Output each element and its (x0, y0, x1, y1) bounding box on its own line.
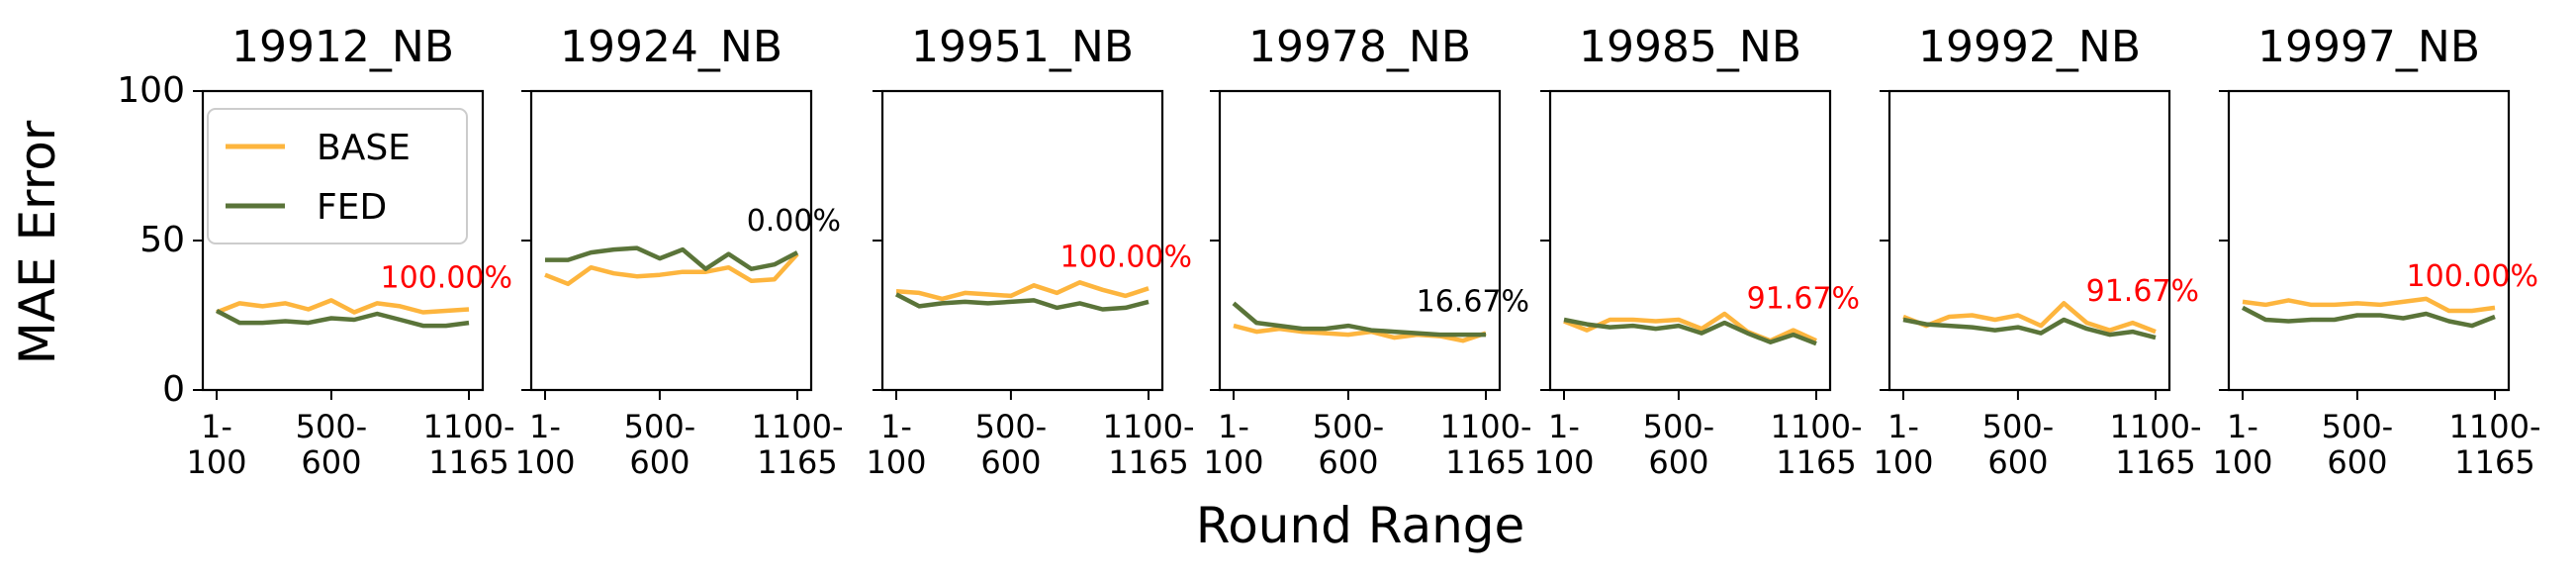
plot-frame (529, 89, 813, 392)
subplot-4: 19985_NB 1-100 500-600 1100-1165 91.67% (1533, 22, 1862, 481)
x-tick-label: 1-100 (514, 408, 575, 481)
series-line-base (216, 298, 470, 315)
x-axis-label: Round Range (1196, 497, 1525, 554)
subplot-title: 19985_NB (1579, 22, 1801, 72)
annotation-label: 91.67% (1747, 282, 1860, 317)
annotation-label: 0.00% (747, 204, 841, 239)
annotation-label: 91.67% (2086, 274, 2199, 309)
y-tick-label: 0 (162, 369, 185, 410)
series-line-fed (2241, 305, 2496, 329)
annotation-label: 16.67% (1417, 285, 1529, 320)
subplot-3: 19978_NB 1-100 500-600 1100-1165 16.67% (1203, 22, 1531, 481)
subplot-title: 19924_NB (560, 22, 782, 72)
legend-frame (207, 108, 468, 244)
x-tick-label: 1-100 (1533, 408, 1594, 481)
x-tick-label: 1100-1165 (1771, 408, 1863, 481)
x-tick-label: 500-600 (2322, 408, 2394, 481)
annotation-label: 100.00% (2407, 259, 2538, 294)
x-tick-label: 500-600 (975, 408, 1048, 481)
legend-label: FED (317, 187, 387, 228)
y-axis-label: MAE Error (9, 120, 66, 364)
y-tick-label: 100 (117, 70, 185, 111)
series-line-fed (1902, 317, 2157, 341)
x-tick-label: 1100-1165 (423, 408, 515, 481)
series-line-fed (1232, 301, 1486, 338)
plot-frame (1887, 89, 2171, 392)
x-tick-label: 500-600 (1982, 408, 2055, 481)
x-tick-label: 1-100 (1873, 408, 1933, 481)
legend: BASE FED (207, 108, 468, 244)
x-tick-label: 1-100 (1203, 408, 1263, 481)
x-tick-label: 1100-1165 (2110, 408, 2202, 481)
plot-frame (2227, 89, 2511, 392)
subplot-title: 19997_NB (2257, 22, 2480, 72)
subplot-0: 19912_NB 0 50 100 1-100 500-600 1100-1165 100.0… (117, 22, 514, 481)
x-tick-label: 1100-1165 (1440, 408, 1532, 481)
series-line-base (1902, 301, 2157, 335)
y-tick-label: 50 (139, 220, 185, 260)
series-line-base (2242, 296, 2496, 314)
series-line-base (544, 252, 799, 287)
x-tick-label: 500-600 (1643, 408, 1715, 481)
subplot-title: 19992_NB (1918, 22, 2141, 72)
x-tick-label: 500-600 (1313, 408, 1385, 481)
series-line-fed (545, 245, 799, 271)
x-tick-label: 1-100 (2212, 408, 2272, 481)
series-line-fed (215, 309, 470, 329)
subplot-title: 19951_NB (911, 22, 1134, 72)
series-line-fed (894, 292, 1150, 312)
subplot-5: 19992_NB 1-100 500-600 1100-1165 91.67% (1873, 22, 2201, 481)
subplot-title: 19978_NB (1248, 22, 1471, 72)
x-tick-label: 1-100 (186, 408, 246, 481)
subplot-1: 19924_NB 1-100 500-600 1100-1165 0.00% (514, 22, 843, 481)
annotation-label: 100.00% (1060, 240, 1192, 274)
subplot-6: 19997_NB 1-100 500-600 1100-1165 100.00% (2212, 22, 2540, 481)
legend-label: BASE (317, 128, 411, 168)
plot-frame (1218, 89, 1502, 392)
x-tick-label: 1-100 (866, 408, 926, 481)
subplot-panels: 19912_NB 0 50 100 1-100 500-600 1100-1165 100.0… (117, 22, 2540, 481)
subplot-2: 19951_NB 1-100 500-600 1100-1165 100.00% (866, 22, 1194, 481)
series-line-fed (1563, 317, 1817, 346)
series-line-base (1233, 323, 1487, 343)
series-line-base (895, 280, 1150, 302)
x-tick-label: 1100-1165 (752, 408, 844, 481)
annotation-label: 100.00% (381, 260, 512, 295)
subplot-title: 19912_NB (231, 22, 454, 72)
x-tick-label: 1100-1165 (1103, 408, 1195, 481)
x-tick-label: 500-600 (624, 408, 696, 481)
plot-frame (1548, 89, 1832, 392)
x-tick-label: 1100-1165 (2449, 408, 2541, 481)
x-tick-label: 500-600 (296, 408, 368, 481)
